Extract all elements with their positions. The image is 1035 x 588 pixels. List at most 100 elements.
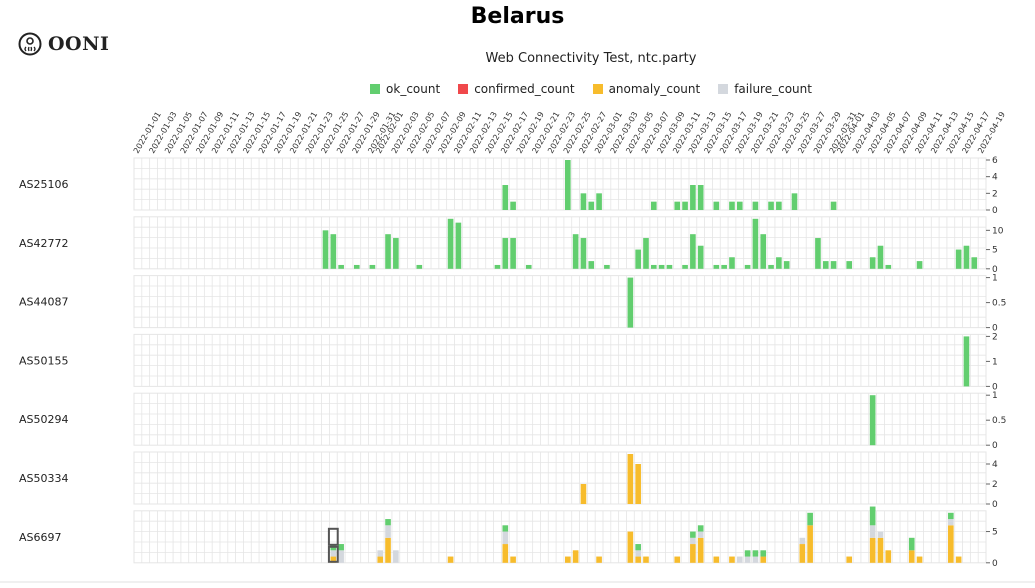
bar-ok-as6697 (948, 512, 954, 520)
highlight-cell (327, 527, 339, 546)
bar-ok-as25106 (690, 185, 696, 210)
bar-ok-as42772 (635, 249, 641, 269)
bar-ok-as42772 (783, 261, 790, 269)
legend-label: failure_count (734, 82, 812, 96)
chart-subtitle: Web Connectivity Test, ntc.party (485, 51, 697, 66)
bar-anomaly-as6697 (846, 556, 853, 563)
legend-swatch (370, 84, 381, 94)
bar-ok-as42772 (416, 264, 423, 269)
bar-ok-as42772 (713, 264, 720, 269)
bar-ok-as42772 (885, 264, 892, 269)
bar-ok-as42772 (682, 264, 688, 269)
y-tick-label: 5 (992, 246, 998, 256)
bar-ok-as6697 (744, 550, 751, 557)
row-panel (133, 216, 987, 270)
bar-failure-as6697 (869, 525, 876, 538)
bar-ok-as42772 (322, 230, 329, 269)
row-label-as6697: AS6697 (19, 531, 62, 544)
y-tick-label: 0.5 (992, 299, 1006, 309)
bar-ok-as42772 (455, 222, 462, 269)
bar-ok-as42772 (830, 261, 837, 269)
bar-ok-as42772 (916, 261, 923, 269)
y-tick-label: 0 (992, 500, 998, 510)
y-tick-label: 1 (992, 274, 998, 284)
bar-anomaly-as6697 (760, 556, 767, 563)
bar-anomaly-as6697 (877, 537, 884, 563)
bar-anomaly-as6697 (385, 537, 391, 563)
bar-ok-as25106 (588, 201, 595, 210)
bar-ok-as42772 (572, 234, 579, 269)
row-panel (133, 157, 987, 211)
legend-swatch (718, 84, 729, 94)
y-tick-label: 0.5 (992, 416, 1006, 426)
bar-ok-as25106 (565, 160, 571, 210)
bar-anomaly-as6697 (885, 550, 892, 563)
page-title: Belarus (470, 4, 565, 29)
y-tick-label: 0 (992, 206, 998, 216)
bar-ok-as42772 (697, 245, 704, 269)
bar-ok-as6697 (690, 531, 696, 538)
y-tick-label: 2 (992, 480, 998, 490)
bar-ok-as42772 (877, 245, 884, 269)
y-tick-label: 4 (992, 460, 998, 470)
bar-ok-as42772 (846, 261, 853, 269)
bar-ok-as42772 (721, 264, 727, 269)
bar-anomaly-as6697 (502, 544, 509, 563)
bar-ok-as42772 (768, 264, 774, 269)
bar-ok-as42772 (666, 264, 673, 269)
bar-ok-as42772 (369, 264, 376, 269)
row-panel (133, 275, 987, 329)
bar-failure-as6697 (338, 550, 344, 563)
bar-ok-as25106 (580, 193, 587, 210)
bar-ok-as25106 (768, 201, 774, 210)
legend-item-failure_count[interactable]: failure_count (718, 82, 812, 96)
bar-ok-as42772 (760, 234, 767, 269)
bar-ok-as42772 (393, 238, 399, 269)
bar-ok-as42772 (658, 264, 665, 269)
bar-ok-as25106 (830, 201, 837, 210)
bar-ok-as6697 (338, 544, 344, 551)
y-tick-label: 2 (992, 332, 998, 342)
y-tick-label: 1 (992, 357, 998, 367)
bar-failure-as6697 (385, 525, 391, 538)
bar-failure-as6697 (799, 537, 806, 545)
bar-ok-as42772 (955, 249, 962, 269)
bar-ok-as42772 (822, 261, 829, 269)
bar-anomaly-as50334 (635, 464, 641, 504)
bar-anomaly-as6697 (713, 556, 720, 563)
ooni-octopus-icon (18, 32, 42, 56)
bar-anomaly-as6697 (908, 550, 915, 563)
bar-failure-as6697 (752, 556, 759, 563)
bar-ok-as50155 (963, 336, 970, 387)
bar-ok-as42772 (525, 264, 532, 269)
bar-ok-as25106 (510, 201, 516, 210)
legend-item-ok_count[interactable]: ok_count (370, 82, 440, 96)
legend-item-anomaly_count[interactable]: anomaly_count (592, 82, 700, 96)
bar-anomaly-as6697 (799, 544, 806, 563)
bar-ok-as25106 (650, 201, 657, 210)
bar-ok-as42772 (815, 238, 821, 269)
bar-ok-as42772 (502, 238, 509, 269)
bar-anomaly-as6697 (635, 556, 641, 563)
bar-anomaly-as6697 (948, 525, 954, 563)
y-tick-label: 0 (992, 382, 998, 392)
ooni-logo: OONI (18, 32, 109, 56)
bar-anomaly-as6697 (729, 556, 735, 563)
legend-label: ok_count (386, 82, 441, 96)
bar-failure-as6697 (948, 519, 954, 526)
bar-ok-as42772 (353, 264, 360, 269)
bar-anomaly-as6697 (377, 556, 384, 563)
bar-ok-as42772 (588, 261, 595, 269)
bar-anomaly-as6697 (674, 556, 681, 563)
y-tick-label: 0 (992, 324, 998, 334)
bar-anomaly-as6697 (510, 556, 516, 563)
bar-ok-as42772 (869, 257, 876, 269)
bar-ok-as6697 (869, 506, 876, 526)
legend-item-confirmed_count[interactable]: confirmed_count (458, 82, 575, 96)
row-panel (133, 392, 987, 446)
bar-ok-as6697 (385, 519, 391, 526)
y-tick-label: 4 (992, 173, 998, 183)
bar-ok-as44087 (627, 277, 634, 328)
row-label-as44087: AS44087 (19, 296, 69, 309)
